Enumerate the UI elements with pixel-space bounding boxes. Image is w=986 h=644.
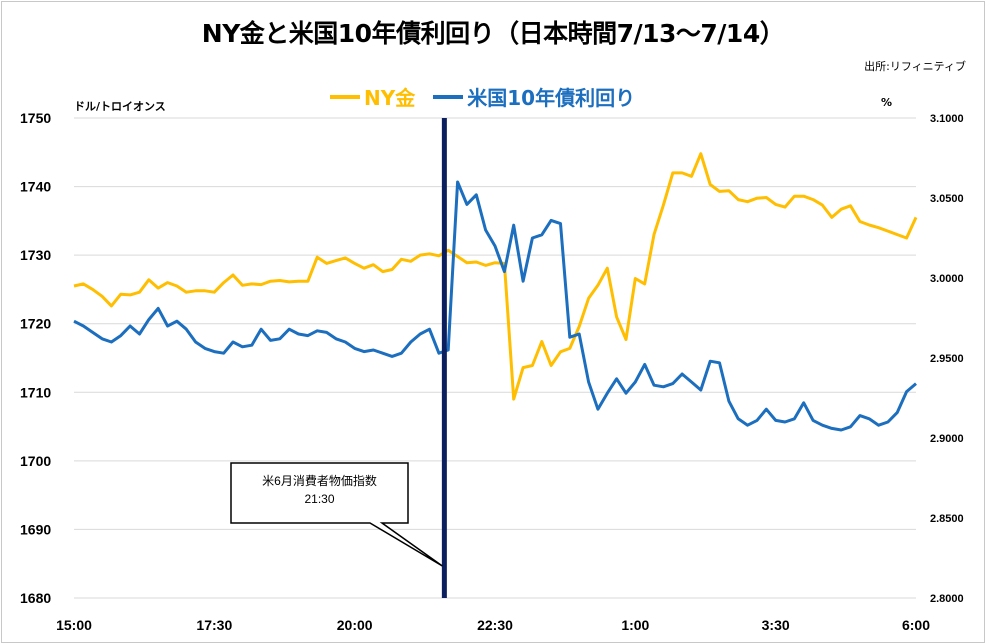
x-tick-label: 22:30 <box>477 617 513 633</box>
annotation-line2: 21:30 <box>304 492 334 506</box>
x-tick-label: 3:30 <box>762 617 790 633</box>
right-tick-label: 3.0000 <box>930 273 964 285</box>
right-tick-label: 2.9500 <box>930 353 964 365</box>
left-tick-label: 1680 <box>20 590 51 606</box>
left-tick-label: 1720 <box>20 316 51 332</box>
left-tick-label: 1700 <box>20 453 51 469</box>
left-tick-label: 1750 <box>20 110 51 126</box>
left-axis-unit: ドル/トロイオンス <box>74 100 166 113</box>
right-tick-label: 2.8000 <box>930 593 964 605</box>
x-tick-label: 17:30 <box>196 617 232 633</box>
x-tick-label: 6:00 <box>902 617 930 633</box>
legend-item-gold: NY金 <box>330 82 415 111</box>
legend-swatch-gold <box>330 94 360 99</box>
left-tick-label: 1740 <box>20 179 51 195</box>
legend-label-yield: 米国10年債利回り <box>467 86 636 110</box>
legend-item-yield: 米国10年債利回り <box>433 82 635 111</box>
right-axis-unit: % <box>881 96 893 109</box>
right-tick-label: 2.9000 <box>930 433 964 445</box>
right-tick-label: 2.8500 <box>930 513 964 525</box>
series-line-gold <box>73 152 918 401</box>
series-line-yield <box>73 180 917 432</box>
event-layer: 米6月消費者物価指数 21:30 <box>230 118 447 598</box>
right-axis-ticks: 2.8000 2.8500 2.9000 2.9500 3.0000 3.0500 3.10… <box>930 113 964 605</box>
chart-title: NY金と米国10年債利回り（日本時間7/13～7/14） <box>201 19 785 48</box>
right-tick-label: 3.0500 <box>930 193 964 205</box>
left-axis-ticks: 1680 1690 1700 1710 1720 1730 1740 1750 <box>20 110 51 606</box>
source-note: 出所:リフィニティブ <box>864 60 966 73</box>
annotation-line1: 米6月消費者物価指数 <box>262 473 377 488</box>
left-tick-label: 1710 <box>20 384 51 400</box>
x-tick-label: 1:00 <box>621 617 649 633</box>
annotation-callout <box>230 462 443 567</box>
gridlines <box>74 117 916 599</box>
right-tick-label: 3.1000 <box>930 113 964 125</box>
legend-swatch-yield <box>433 94 464 99</box>
x-tick-label: 15:00 <box>56 617 92 633</box>
series-layer <box>73 152 918 432</box>
chart-legend: NY金 米国10年債利回り <box>330 82 653 111</box>
legend-label-gold: NY金 <box>364 86 416 110</box>
x-axis-ticks: 15:00 17:30 20:00 22:30 1:00 3:30 6:00 <box>56 617 930 633</box>
x-tick-label: 20:00 <box>337 617 373 633</box>
left-tick-label: 1690 <box>20 521 51 537</box>
left-tick-label: 1730 <box>20 247 51 263</box>
